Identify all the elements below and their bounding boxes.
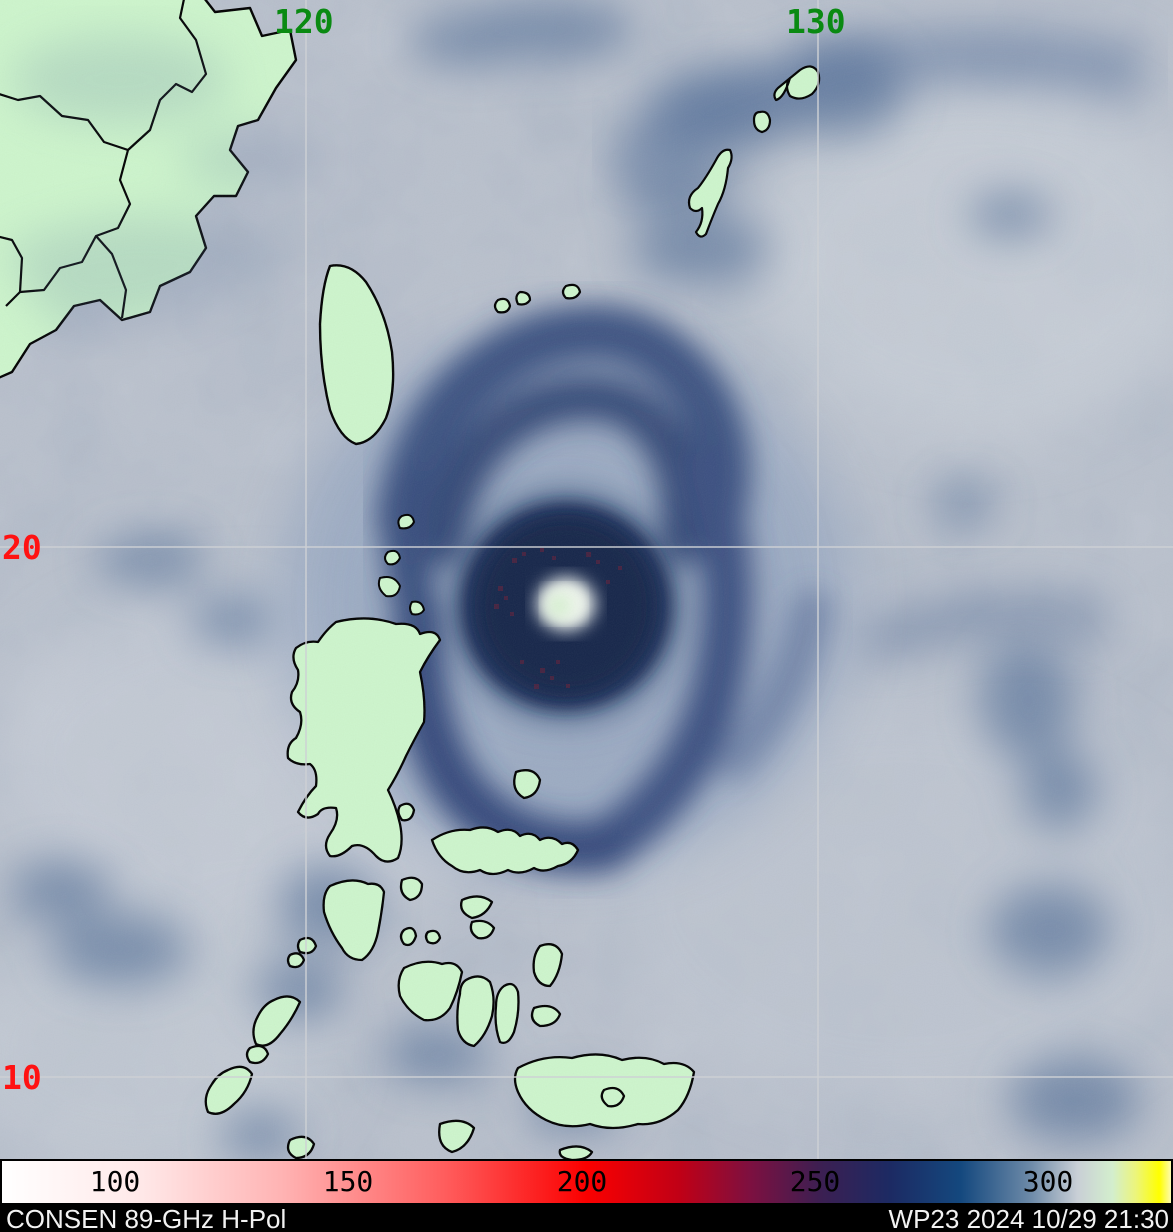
satellite-raster (0, 0, 1173, 1159)
longitude-label-120: 120 (274, 2, 334, 41)
colorbar-tick-300: 300 (1022, 1165, 1074, 1198)
storm-timestamp-label: WP23 2024 10/29 21:30 (888, 1204, 1169, 1232)
latitude-label-10: 10 (2, 1058, 42, 1097)
colorbar-container: 100 150 200 250 300 (0, 1159, 1173, 1205)
colorbar-tick-200: 200 (556, 1165, 608, 1198)
colorbar-tick-100: 100 (89, 1165, 141, 1198)
colorbar-tick-250: 250 (789, 1165, 841, 1198)
footer-bar: CONSEN 89-GHz H-Pol WP23 2024 10/29 21:3… (0, 1204, 1173, 1232)
longitude-label-130: 130 (786, 2, 846, 41)
sensor-label: CONSEN 89-GHz H-Pol (6, 1204, 287, 1232)
satellite-image-canvas[interactable]: 120 130 20 10 (0, 0, 1173, 1159)
colorbar-tick-150: 150 (322, 1165, 374, 1198)
colorbar-gradient (2, 1161, 1171, 1203)
latitude-label-20: 20 (2, 528, 42, 567)
